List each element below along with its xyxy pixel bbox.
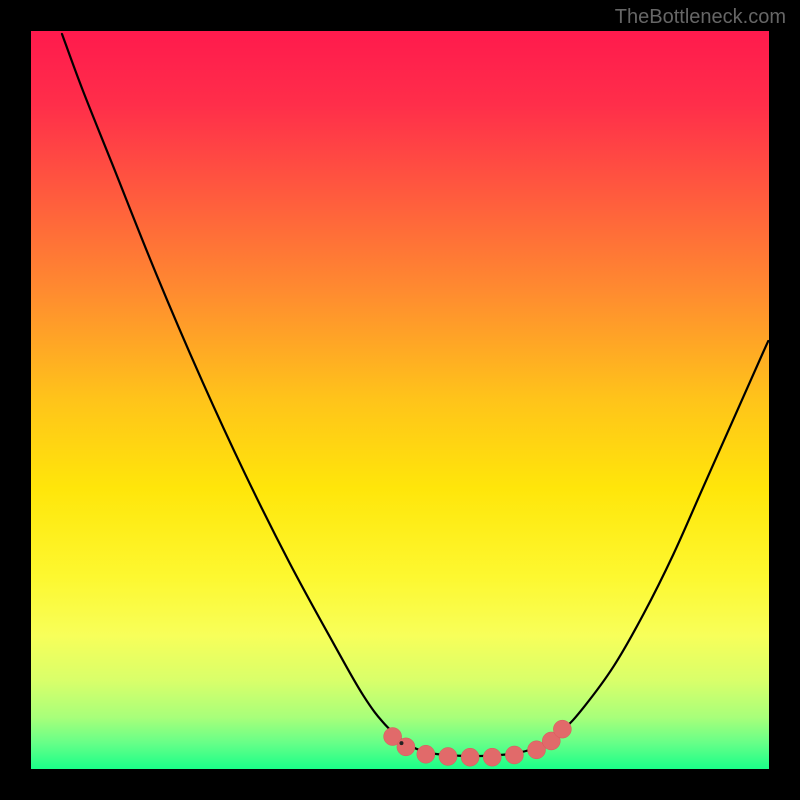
optimal-marker (553, 720, 571, 738)
stage: TheBottleneck.com (0, 0, 800, 800)
optimal-marker (461, 748, 479, 766)
watermark-text: TheBottleneck.com (615, 6, 786, 29)
optimal-marker (417, 745, 435, 763)
plot-area (31, 31, 769, 769)
optimal-marker (397, 738, 415, 756)
optimal-marker (505, 746, 523, 764)
optimal-marker (439, 747, 457, 765)
small-indicator (399, 741, 403, 745)
chart-svg (31, 31, 769, 769)
gradient-background (31, 31, 769, 769)
optimal-marker (483, 748, 501, 766)
